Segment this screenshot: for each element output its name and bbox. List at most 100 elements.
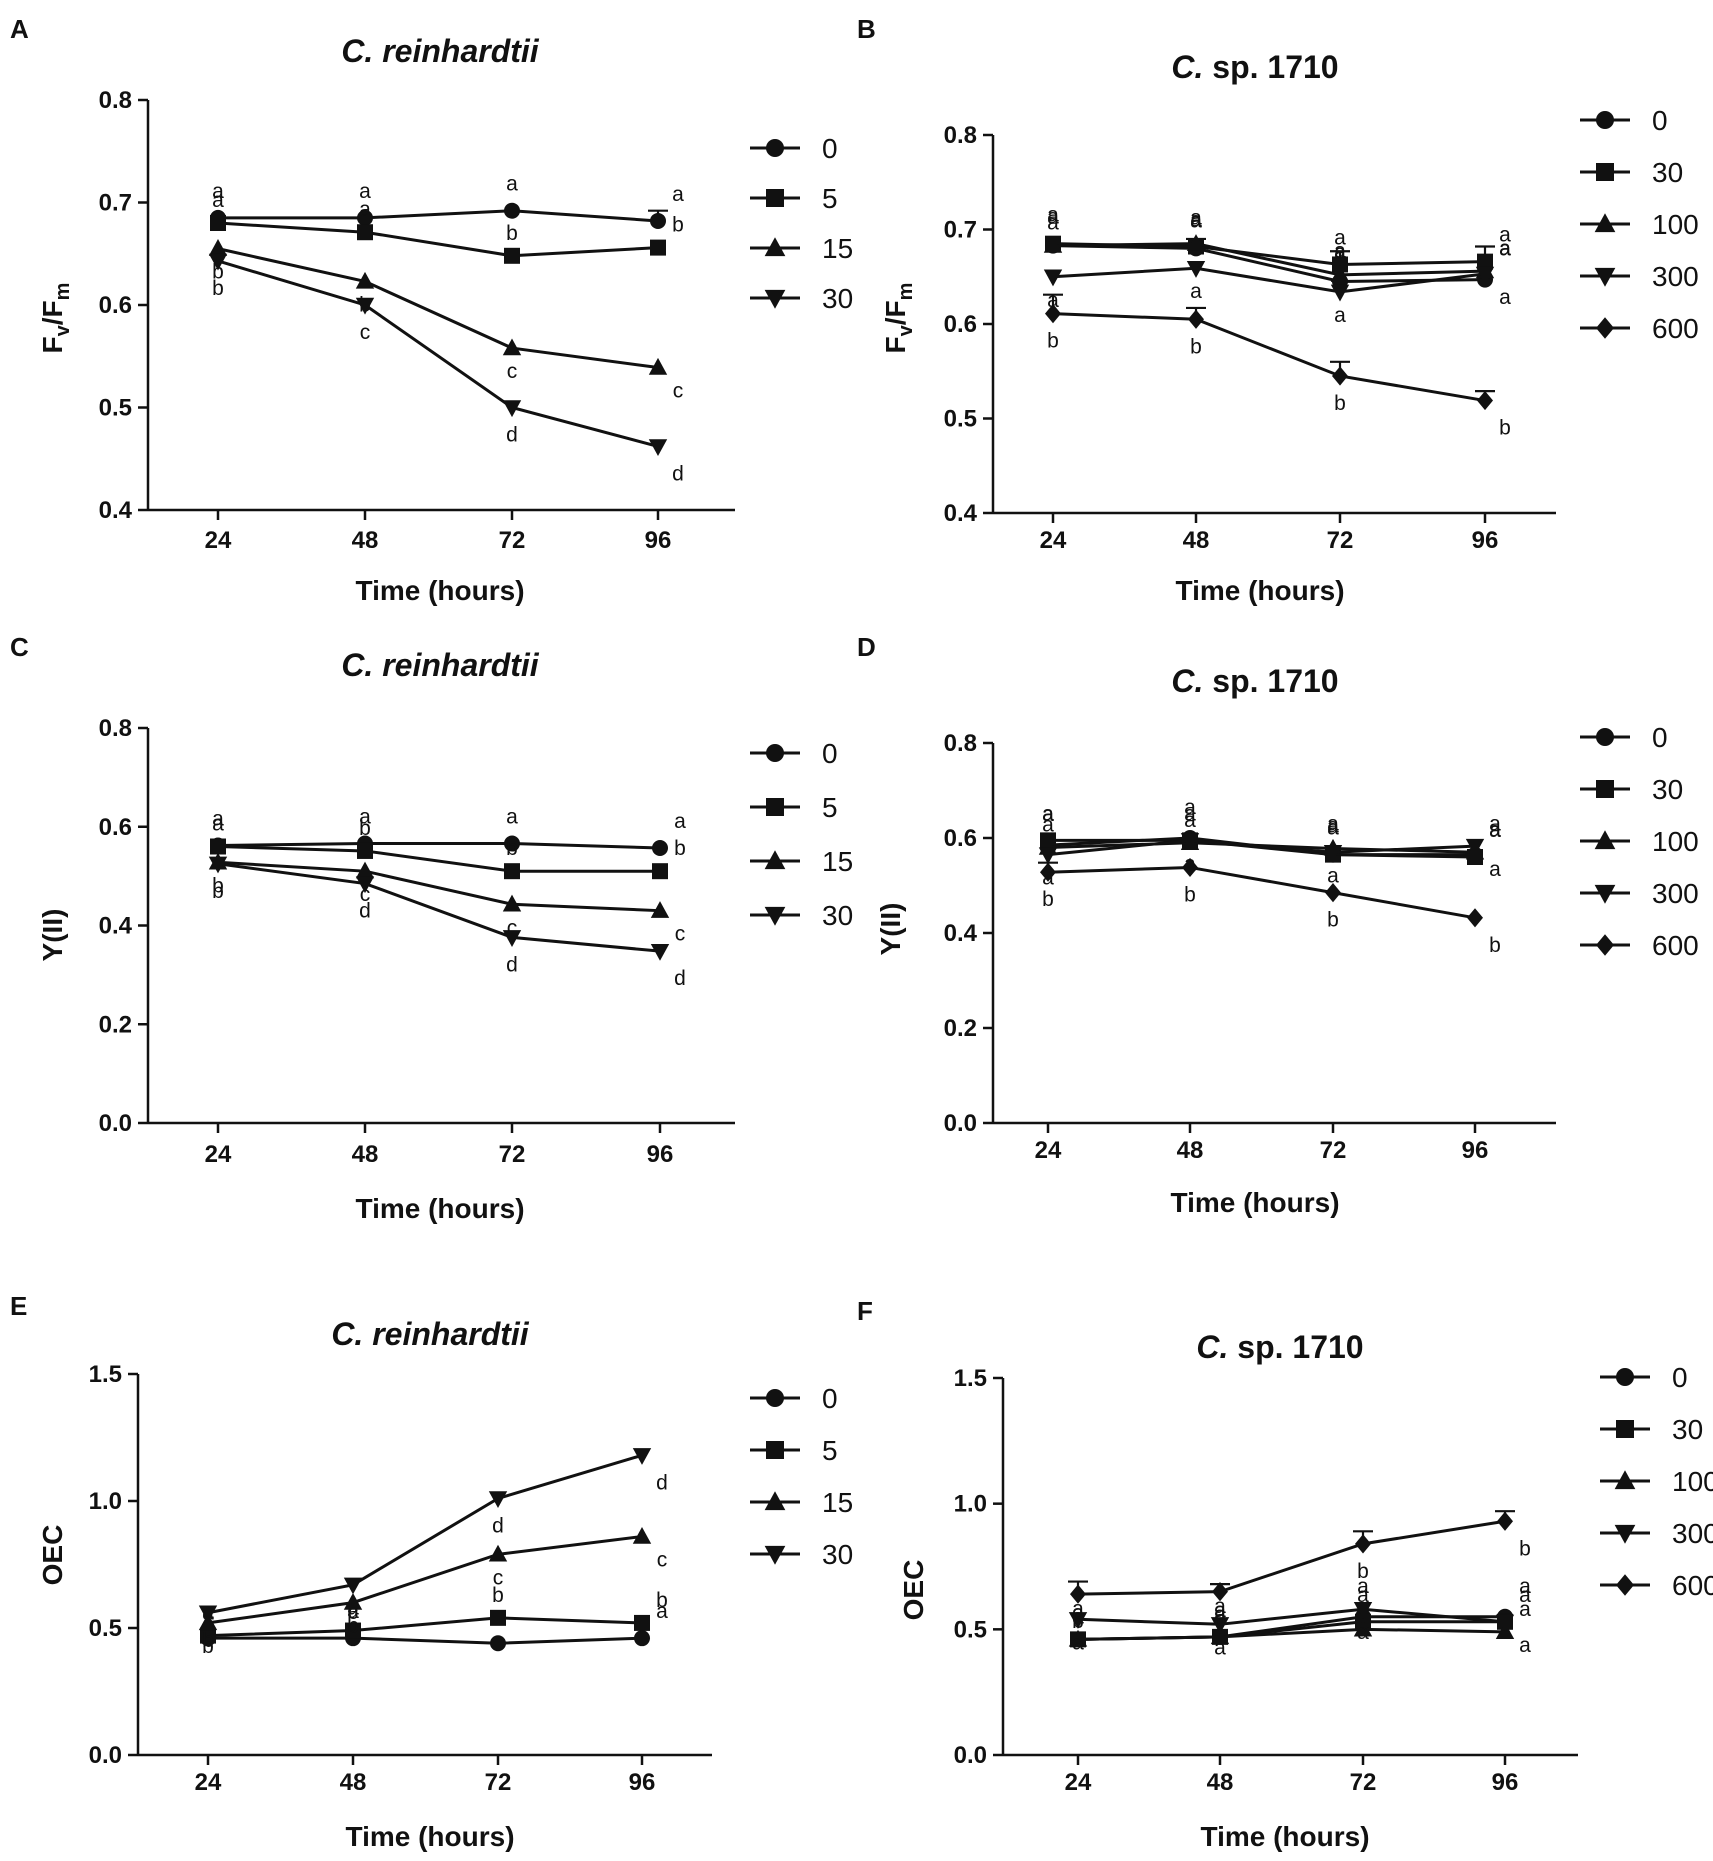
data-point bbox=[648, 439, 668, 457]
x-tick-label: 96 bbox=[1472, 527, 1499, 554]
x-tick-label: 48 bbox=[352, 1141, 379, 1168]
y-tick-label: 0.5 bbox=[89, 1615, 122, 1642]
data-point bbox=[357, 842, 373, 859]
data-point bbox=[198, 1605, 218, 1623]
series-line bbox=[1052, 312, 1486, 403]
y-tick-label: 0.5 bbox=[99, 395, 132, 422]
legend-marker bbox=[1596, 728, 1614, 746]
legend-entry: 300 bbox=[1580, 878, 1699, 909]
series-line bbox=[217, 862, 661, 953]
series-600: b b b b bbox=[1038, 857, 1501, 957]
data-point bbox=[1330, 284, 1350, 302]
panel-letter: F bbox=[857, 1296, 873, 1326]
legend-entry: 600 bbox=[1580, 313, 1699, 344]
data-point bbox=[1188, 309, 1204, 329]
significance-letter: a bbox=[1519, 1634, 1531, 1657]
significance-letter: b bbox=[1334, 392, 1346, 415]
significance-letter: b bbox=[506, 837, 518, 860]
y-tick-label: 0.6 bbox=[944, 825, 977, 852]
legend-entry: 600 bbox=[1600, 1570, 1713, 1601]
significance-letter: b bbox=[1327, 909, 1339, 932]
y-tick-label: 1.0 bbox=[89, 1488, 122, 1515]
significance-letter: c bbox=[360, 321, 371, 344]
data-point bbox=[355, 861, 375, 879]
y-axis-title-sep: /F bbox=[37, 300, 68, 325]
data-point bbox=[1495, 1614, 1515, 1632]
data-point bbox=[1040, 862, 1056, 882]
data-point bbox=[1353, 1602, 1373, 1619]
y-tick-label: 0.7 bbox=[99, 190, 132, 217]
data-point bbox=[650, 212, 666, 229]
significance-letter: a bbox=[656, 1600, 668, 1623]
y-axis-title-main: F bbox=[880, 336, 911, 353]
legend-marker bbox=[764, 1545, 786, 1565]
x-tick-label: 48 bbox=[352, 527, 379, 554]
chart-title-italic: C. bbox=[1196, 1329, 1228, 1365]
legend-entry: 5 bbox=[750, 1435, 838, 1466]
series-600: b b b b bbox=[1043, 293, 1511, 440]
x-tick-label: 72 bbox=[1320, 1137, 1347, 1164]
significance-letter: b bbox=[1499, 417, 1511, 440]
series-30: b d d d bbox=[208, 856, 686, 990]
data-point bbox=[632, 1526, 652, 1544]
significance-letter: a bbox=[1327, 814, 1339, 837]
legend-entry: 30 bbox=[750, 283, 853, 314]
series-line bbox=[217, 845, 660, 873]
legend-label: 600 bbox=[1652, 313, 1699, 344]
data-point bbox=[650, 943, 670, 961]
data-point bbox=[648, 357, 668, 375]
significance-letter: a bbox=[359, 198, 371, 221]
data-point bbox=[1325, 883, 1341, 903]
x-axis-title: Time (hours) bbox=[355, 575, 524, 606]
legend-label: 15 bbox=[822, 233, 853, 264]
significance-letter: a bbox=[672, 183, 684, 206]
significance-letter: a bbox=[1357, 1584, 1369, 1607]
significance-letter: a bbox=[1489, 858, 1501, 881]
data-point bbox=[1467, 908, 1483, 928]
legend-label: 0 bbox=[1672, 1362, 1688, 1393]
series-line bbox=[1077, 1607, 1506, 1626]
data-point bbox=[1038, 847, 1058, 865]
significance-letter: a bbox=[1047, 212, 1059, 235]
legend-label: 30 bbox=[1652, 157, 1683, 188]
data-point bbox=[1045, 304, 1061, 324]
significance-letter: d bbox=[506, 953, 518, 976]
legend-entry: 0 bbox=[750, 1383, 838, 1414]
legend-marker bbox=[766, 1389, 784, 1407]
data-point bbox=[1323, 845, 1343, 862]
data-point bbox=[1332, 256, 1348, 273]
x-tick-label: 96 bbox=[629, 1769, 656, 1796]
y-axis-title: Fv/Fm bbox=[880, 283, 917, 354]
y-axis-title-sub2: m bbox=[52, 283, 74, 301]
data-point bbox=[502, 400, 522, 418]
data-point bbox=[200, 1627, 216, 1644]
series-30: b c d d bbox=[208, 253, 684, 485]
series-5: a bb b bbox=[210, 813, 686, 880]
significance-letter: a bbox=[1519, 1575, 1531, 1598]
x-tick-label: 48 bbox=[1207, 1769, 1234, 1796]
series-line bbox=[1052, 244, 1486, 283]
x-tick-label: 96 bbox=[1492, 1769, 1519, 1796]
significance-letter: a bbox=[1214, 1636, 1226, 1659]
y-tick-label: 0.6 bbox=[99, 292, 132, 319]
legend-label: 100 bbox=[1672, 1466, 1713, 1497]
legend-label: 30 bbox=[822, 900, 853, 931]
legend-label: 30 bbox=[822, 283, 853, 314]
x-tick-label: 24 bbox=[1065, 1769, 1092, 1796]
data-point bbox=[490, 1609, 506, 1626]
y-tick-label: 0.8 bbox=[99, 87, 132, 114]
data-point bbox=[1497, 1511, 1513, 1531]
y-tick-label: 0.6 bbox=[99, 814, 132, 841]
significance-letter: a bbox=[1519, 1584, 1531, 1607]
legend-entry: 15 bbox=[750, 233, 853, 264]
data-point bbox=[355, 876, 375, 894]
panel-a: A C. reinhardtii 0.4 0.5 0.6 0.7 0.8 24 48 72 96… bbox=[10, 14, 853, 606]
chart-title-rest: sp. 1710 bbox=[1203, 49, 1338, 85]
data-point bbox=[357, 224, 373, 241]
x-axis-title: Time (hours) bbox=[345, 1821, 514, 1852]
significance-letter: a bbox=[1327, 864, 1339, 887]
x-tick-label: 48 bbox=[1177, 1137, 1204, 1164]
